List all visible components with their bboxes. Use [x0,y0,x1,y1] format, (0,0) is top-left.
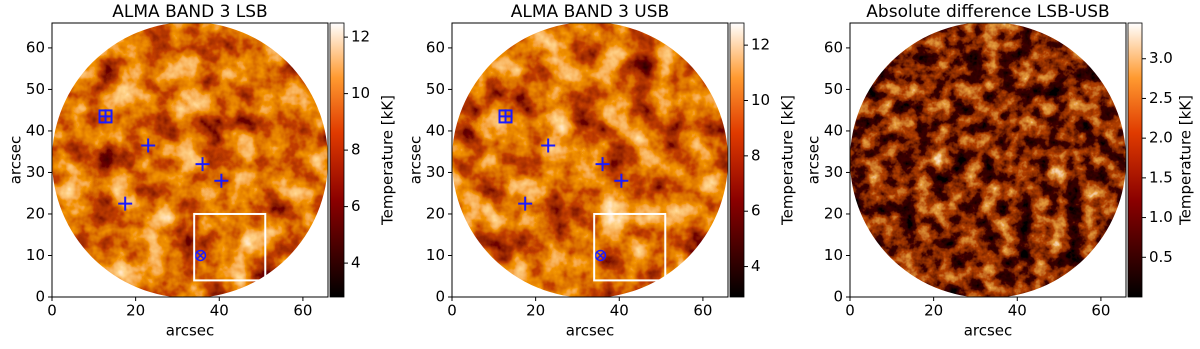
chart-title: ALMA BAND 3 LSB [112,2,267,22]
colorbar-tick-label: 10 [351,84,370,102]
x-tick-label: 20 [126,302,145,320]
square-marker [498,109,513,124]
y-tick-label: 40 [26,121,45,139]
x-tick-label: 20 [924,302,943,320]
y-axis-label: arcsec [407,136,425,185]
x-tick-label: 0 [47,302,57,320]
colorbar-tick-label: 1.0 [1149,208,1173,226]
y-tick-label: 30 [824,163,843,181]
heatmap [52,23,328,297]
image-area [52,23,328,297]
x-tick-label: 40 [610,302,629,320]
y-tick-label: 60 [426,38,445,56]
colorbar-tick-label: 0.5 [1149,248,1173,266]
plus-marker [595,157,610,172]
colorbar-tick-label: 8 [751,146,761,164]
y-tick-label: 10 [426,246,445,264]
x-tick-label: 20 [526,302,545,320]
y-tick-label: 60 [26,38,45,56]
plus-marker [518,196,533,211]
colorbar-tick-label: 2.0 [1149,129,1173,147]
colorbar-label: Temperature [kK] [1177,95,1195,226]
y-tick-label: 50 [426,80,445,98]
heatmap [452,23,728,297]
x-tick-label: 40 [210,302,229,320]
colorbar-tick-label: 6 [751,202,761,220]
x-tick-label: 40 [1008,302,1027,320]
colorbar-tick-label: 10 [751,91,770,109]
x-tick-label: 60 [293,302,312,320]
colorbar-tick-label: 4 [351,254,361,272]
colorbar-tick-label: 8 [351,141,361,159]
colorbar-tick-label: 12 [751,36,770,54]
y-tick-label: 10 [824,246,843,264]
x-axis-label: arcsec [166,322,215,340]
plus-marker [541,138,556,153]
plus-marker [614,173,629,188]
plus-marker [141,138,156,153]
plus-marker [498,109,513,124]
square-marker [98,109,113,124]
panel: 0 20 40 60 0 10 20 30 40 50 60 ALMA BAND 3 LSB arcse… [7,2,397,340]
circled-x-marker [194,249,207,262]
colorbar-tick-label: 4 [751,257,761,275]
y-tick-label: 20 [426,204,445,222]
colorbar-tick-label: 1.5 [1149,168,1173,186]
circled-x-marker [594,249,607,262]
x-tick-label: 0 [845,302,855,320]
plus-marker [195,157,210,172]
x-axis-label: arcsec [964,322,1013,340]
panel: 0 20 40 60 0 10 20 30 40 50 60 Absolute difference … [805,2,1195,340]
colorbar-tick-label: 3.0 [1149,49,1173,67]
axes-frame [51,22,329,298]
y-tick-label: 0 [435,288,445,306]
y-tick-label: 60 [824,38,843,56]
colorbar [1127,22,1143,298]
colorbar [329,22,345,298]
plus-marker [98,109,113,124]
x-axis-label: arcsec [566,322,615,340]
axes-frame [849,22,1127,298]
y-tick-label: 40 [824,121,843,139]
image-area [452,23,728,297]
chart-title: Absolute difference LSB-USB [866,2,1109,22]
colorbar-tick-label: 2.5 [1149,89,1173,107]
image-area [850,23,1126,297]
colorbar [729,22,745,298]
y-tick-label: 0 [35,288,45,306]
colorbar-label: Temperature [kK] [779,95,797,226]
axes-frame [451,22,729,298]
y-tick-label: 30 [26,163,45,181]
y-axis-label: arcsec [805,136,823,185]
y-tick-label: 40 [426,121,445,139]
chart-title: ALMA BAND 3 USB [511,2,669,22]
plus-marker [118,196,133,211]
y-axis-label: arcsec [7,136,25,185]
heatmap [850,23,1126,297]
y-tick-label: 50 [26,80,45,98]
y-tick-label: 20 [824,204,843,222]
x-tick-label: 60 [1091,302,1110,320]
y-tick-label: 0 [833,288,843,306]
region-box [193,212,267,282]
y-tick-label: 10 [26,246,45,264]
colorbar-label: Temperature [kK] [379,95,397,226]
colorbar-tick-label: 12 [351,28,370,46]
y-tick-label: 30 [426,163,445,181]
x-tick-label: 60 [693,302,712,320]
plus-marker [214,173,229,188]
colorbar-tick-label: 6 [351,197,361,215]
region-box [593,212,667,282]
y-tick-label: 50 [824,80,843,98]
panel: 0 20 40 60 0 10 20 30 40 50 60 ALMA BAND 3 USB arcse… [407,2,797,340]
x-tick-label: 0 [447,302,457,320]
y-tick-label: 20 [26,204,45,222]
